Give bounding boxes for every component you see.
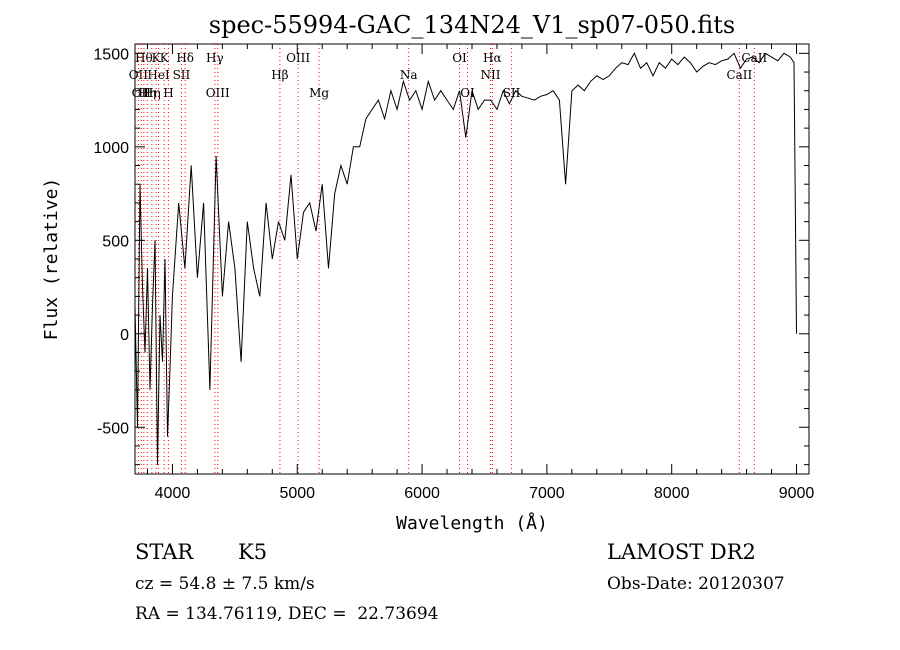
line-marker-label-7: K [160,51,170,65]
axis-ticks: 4000 5000 6000 7000 8000 9000 -500 0 500 1000 1500 [93,44,814,502]
object-subclass: K5 [238,540,268,564]
line-marker-label-16: Na [400,68,418,82]
line-marker-label-14: OIII [286,51,310,65]
line-marker-label-4: Hη [143,86,161,100]
y-tick-label: 0 [120,327,129,344]
line-marker-label-19: NII [480,68,500,82]
x-tick-label: 8000 [654,485,690,502]
y-tick-label: 500 [102,233,129,250]
x-tick-label: 5000 [279,485,315,502]
observation-date: Obs-Date: 20120307 [607,574,785,594]
y-tick-label: -500 [97,420,129,437]
x-tick-label: 6000 [404,485,440,502]
line-marker-label-6: HeI [147,68,170,82]
line-marker-label-2: Hθ [135,51,153,65]
plot-frame [134,43,810,475]
line-marker-label-0: OII [129,68,149,82]
line-marker-label-9: SII [173,68,191,82]
line-marker-label-10: Hδ [176,51,194,65]
spectrum-series-line [134,52,797,465]
line-marker-label-21: SII [503,86,521,100]
survey-name: LAMOST DR2 [607,540,756,564]
y-tick-label: 1000 [93,140,129,157]
line-marker-label-11: Hγ [206,51,224,65]
x-tick-label: 9000 [779,485,815,502]
y-axis-label: Flux (relative) [41,178,62,341]
line-marker-label-13: Hβ [271,68,288,82]
redshift-velocity: cz = 54.8 ± 7.5 km/s [135,574,315,594]
x-axis-label: Wavelength (Å) [396,512,548,534]
chart-title: spec-55994-GAC_134N24_V1_sp07-050.fits [209,11,735,39]
line-marker-label-1: OII [132,86,152,100]
y-tick-label: 1500 [93,46,129,63]
x-tick-label: 4000 [155,485,191,502]
line-marker-label-8: H [163,86,173,100]
line-marker-label-22: CaII [726,68,752,82]
line-marker-label-20: Hα [483,51,502,65]
x-tick-label: 7000 [529,485,565,502]
line-marker-label-15: Mg [309,86,329,100]
line-marker-label-12: OIII [206,86,230,100]
line-marker-label-17: OI [452,51,467,65]
coordinates: RA = 134.76119, DEC = 22.73694 [135,604,439,624]
line-marker-label-5: K [152,51,162,65]
object-class: STAR [135,540,194,564]
